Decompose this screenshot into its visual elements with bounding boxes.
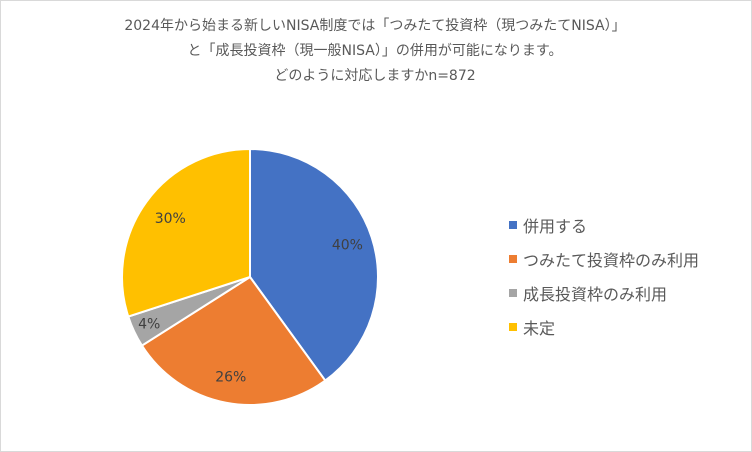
pie-label-tsumitate: 26%	[215, 370, 246, 386]
chart-title-line-3: どのように対応しますかn=872	[274, 68, 476, 84]
legend-item-seichou: 成長投資枠のみ利用	[509, 276, 699, 310]
legend-swatch-tsumitate	[509, 255, 517, 263]
pie-label-mitei: 30%	[155, 211, 186, 227]
legend-label-seichou: 成長投資枠のみ利用	[523, 285, 668, 304]
legend-label-tsumitate: つみたて投資枠のみ利用	[523, 251, 700, 270]
legend-item-tsumitate: つみたて投資枠のみ利用	[509, 242, 699, 276]
legend-item-mitei: 未定	[509, 310, 699, 344]
legend-label-mitei: 未定	[523, 319, 556, 338]
legend-swatch-mitei	[509, 323, 517, 331]
chart-title-line-1: 2024年から始まる新しいNISA制度では「つみたて投資枠（現つみたてNISA）…	[124, 18, 626, 34]
legend-item-heiyou: 併用する	[509, 208, 699, 242]
chart-title-line-2: と「成長投資枠（現一般NISA）」の併用が可能になります。	[187, 43, 563, 59]
legend-label-heiyou: 併用する	[523, 217, 588, 236]
pie-slice-mitei	[121, 147, 251, 318]
legend: 併用する つみたて投資枠のみ利用 成長投資枠のみ利用 未定	[509, 208, 699, 344]
pie-slice-heiyou	[249, 147, 379, 382]
pie-label-seichou: 4%	[138, 316, 160, 332]
pie-label-heiyou: 40%	[332, 237, 363, 253]
pie-slice-tsumitate	[140, 275, 327, 406]
chart-title: 2024年から始まる新しいNISA制度では「つみたて投資枠（現つみたてNISA）…	[0, 14, 750, 89]
legend-swatch-heiyou	[509, 221, 517, 229]
legend-swatch-seichou	[509, 289, 517, 297]
